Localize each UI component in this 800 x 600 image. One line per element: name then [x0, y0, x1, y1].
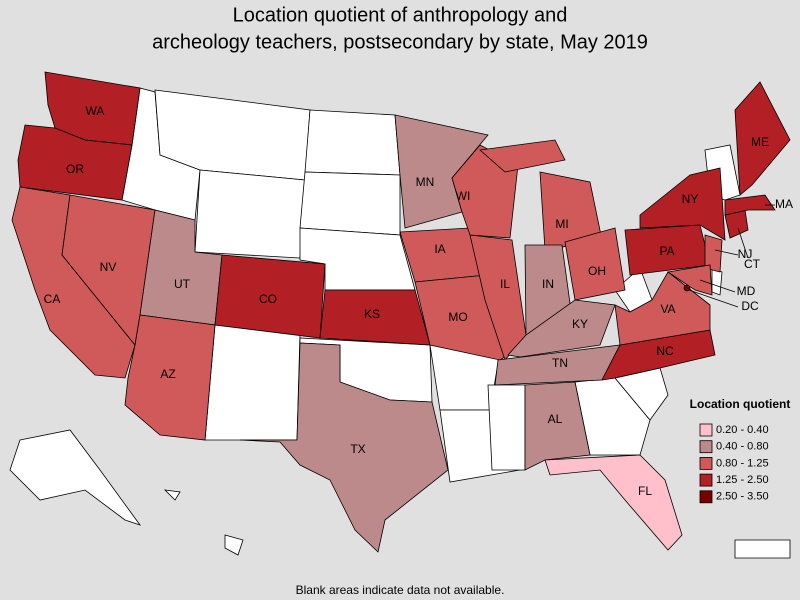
state-label: NC [656, 344, 674, 358]
note: Blank areas indicate data not available. [296, 583, 505, 597]
state-group: OR [17, 124, 133, 201]
state-label: IN [542, 277, 554, 291]
state-label: NY [682, 192, 699, 206]
state-label: OR [66, 162, 84, 176]
legend-swatch [699, 440, 713, 454]
legend-swatch [699, 490, 713, 504]
blank-states [9, 87, 791, 559]
state-label: MI [555, 217, 568, 231]
state [564, 227, 626, 301]
state [239, 342, 449, 553]
state-group: ME [734, 81, 791, 196]
legend-swatch [699, 456, 713, 470]
state-label: VA [660, 302, 675, 316]
state-group: CT [724, 209, 761, 271]
state-label: WI [456, 189, 471, 203]
state-label: OH [588, 264, 606, 278]
state-group: TX [239, 342, 449, 553]
state [194, 169, 306, 259]
state [734, 539, 791, 559]
legend-label: 1.25 - 2.50 [716, 474, 769, 486]
state-group: FL [544, 454, 683, 551]
state [224, 534, 244, 556]
leader-line [737, 227, 749, 259]
state-label: DC [741, 299, 759, 313]
state-group: MI [479, 139, 603, 251]
legend-title: Location quotient [690, 397, 791, 411]
state [544, 454, 683, 551]
state-label: CO [259, 292, 277, 306]
legend-label: 0.80 - 1.25 [716, 457, 769, 469]
state-label: KY [572, 317, 588, 331]
state [711, 267, 723, 296]
state-group: CO [214, 254, 326, 339]
leader-line [688, 289, 739, 308]
state-group: OH [564, 227, 626, 301]
state [163, 489, 181, 501]
state-group: NY [639, 167, 726, 241]
state [299, 171, 401, 236]
state-label: UT [174, 277, 191, 291]
state-label: NJ [738, 247, 753, 261]
state [524, 381, 591, 471]
state-label: IA [434, 242, 445, 256]
state-label: KS [364, 307, 380, 321]
state-group: MA [724, 194, 793, 216]
title: archeology teachers, postsecondary by st… [152, 31, 648, 53]
state-label: MO [448, 310, 467, 324]
state [704, 234, 723, 273]
state [17, 124, 133, 201]
state [666, 264, 713, 296]
state [304, 109, 401, 176]
state-label: NV [100, 260, 117, 274]
state [9, 429, 142, 526]
state-group: AZ [124, 314, 216, 441]
legend: Location quotient 0.20 - 0.40 0.40 - 0.80… [690, 397, 791, 504]
legend-label: 2.50 - 3.50 [716, 491, 769, 503]
state-label: FL [638, 484, 652, 498]
state-label: ME [751, 135, 769, 149]
state-label: AZ [160, 367, 175, 381]
state-label: AL [548, 412, 563, 426]
state [124, 314, 216, 441]
state [734, 81, 791, 196]
state-group: AL [524, 381, 591, 471]
legend-label: 0.40 - 0.80 [716, 441, 769, 453]
state-label: MN [416, 175, 435, 189]
state-group: NC [601, 329, 716, 381]
state [204, 324, 301, 441]
state-label: MA [775, 197, 793, 211]
legend-swatch [699, 423, 713, 437]
state [487, 384, 526, 471]
state [683, 284, 691, 292]
state-label: CT [744, 257, 761, 271]
legend-label: 0.20 - 0.40 [716, 424, 769, 436]
legend-swatch [699, 473, 713, 487]
leader-line [699, 279, 736, 293]
state-group: DC [683, 284, 759, 313]
state-label: MD [737, 284, 756, 298]
title: Location quotient of anthropology and [233, 4, 568, 26]
state-label: WA [86, 104, 105, 118]
state-label: PA [659, 244, 674, 258]
state-label: IL [500, 277, 510, 291]
state-label: TX [350, 442, 365, 456]
leader-line [714, 249, 739, 256]
state-group: NJ [704, 234, 753, 273]
state [639, 167, 726, 241]
state-group: KS [319, 289, 431, 346]
state-group: MD [666, 264, 756, 298]
state-label: TN [552, 356, 568, 370]
state-label: CA [44, 292, 61, 306]
state [724, 194, 776, 216]
